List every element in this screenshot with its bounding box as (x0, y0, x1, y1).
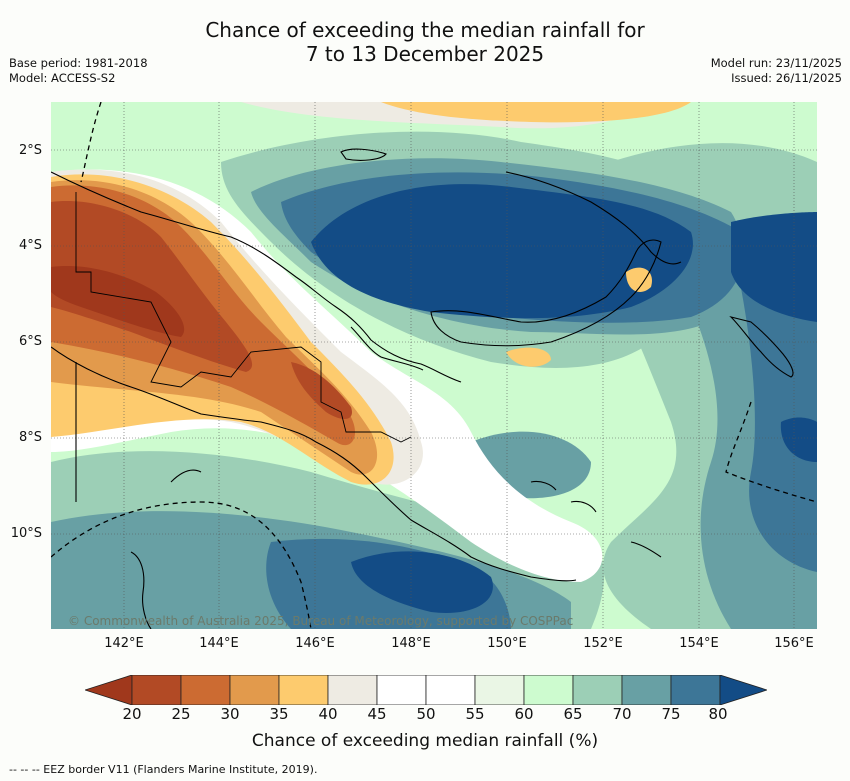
model-name: Model: ACCESS-S2 (9, 71, 116, 85)
meta-right: Model run: 23/11/2025 Issued: 26/11/2025 (711, 56, 842, 86)
colorbar-cell (229, 675, 280, 705)
colorbar-extend-low (85, 675, 133, 705)
lon-label-144e: 144°E (199, 636, 239, 651)
lon-label-142e: 142°E (104, 636, 144, 651)
cbar-tick-50: 50 (416, 705, 436, 723)
colorbar (85, 675, 767, 705)
map-title: Chance of exceeding the median rainfall … (0, 18, 850, 66)
colorbar-cell (572, 675, 623, 705)
coastlines (51, 148, 794, 629)
coast-islands-se (530, 480, 662, 558)
lon-label-152e: 152°E (583, 636, 623, 651)
title-line-1: Chance of exceeding the median rainfall … (205, 18, 645, 42)
gridlines (51, 102, 817, 629)
colorbar-cell (327, 675, 378, 705)
coast-huon (350, 326, 424, 371)
contour-40-top (381, 102, 691, 123)
eez-footnote: -- -- -- EEZ border V11 (Flanders Marine… (9, 763, 318, 776)
coast-new-ireland (505, 171, 682, 265)
cbar-tick-70: 70 (612, 705, 632, 723)
base-period: Base period: 1981-2018 (9, 56, 148, 70)
colorbar-cell (131, 675, 182, 705)
coast-new-guinea-south (51, 346, 577, 582)
cbar-tick-25: 25 (171, 705, 191, 723)
title-line-2: 7 to 13 December 2025 (305, 42, 545, 66)
rainfall-map: © Commonwealth of Australia 2025, Bureau… (51, 102, 817, 629)
colorbar-cell (670, 675, 721, 705)
copyright-text: © Commonwealth of Australia 2025, Bureau… (68, 614, 573, 628)
coast-torres (130, 469, 202, 629)
colorbar-cell (621, 675, 672, 705)
lat-label-6s: 6°S (18, 334, 42, 349)
eez-borders (51, 102, 817, 629)
contour-max-east (731, 212, 817, 322)
colorbar-cell (474, 675, 525, 705)
contour-40-island (626, 267, 652, 292)
cbar-tick-65: 65 (563, 705, 583, 723)
contour-25-b (291, 362, 352, 419)
cbar-tick-60: 60 (514, 705, 534, 723)
contour-25 (51, 201, 253, 372)
lon-label-146e: 146°E (295, 636, 335, 651)
cbar-tick-30: 30 (220, 705, 240, 723)
contour-max-north (311, 184, 693, 319)
lat-label-2s: 2°S (18, 143, 42, 158)
colorbar-cell (278, 675, 329, 705)
cbar-tick-45: 45 (367, 705, 387, 723)
lon-label-156e: 156°E (774, 636, 814, 651)
colorbar-cell (523, 675, 574, 705)
lat-label-10s: 10°S (10, 526, 42, 541)
issued-date: Issued: 26/11/2025 (731, 71, 842, 85)
colorbar-extend-high (719, 675, 767, 705)
lon-label-150e: 150°E (487, 636, 527, 651)
contour-max-coral (351, 551, 493, 613)
map-canvas: © Commonwealth of Australia 2025, Bureau… (51, 102, 817, 629)
contour-max-southeast (780, 417, 817, 462)
coast-new-guinea-north (51, 171, 462, 383)
model-run: Model run: 23/11/2025 (710, 56, 842, 70)
colorbar-cell (376, 675, 427, 705)
lat-label-4s: 4°S (18, 238, 42, 253)
cbar-tick-20: 20 (122, 705, 142, 723)
coast-inland-border (75, 192, 412, 443)
colorbar-label: Chance of exceeding median rainfall (%) (251, 731, 599, 751)
colorbar-cell (180, 675, 231, 705)
lon-label-154e: 154°E (679, 636, 719, 651)
contour-40-bay (506, 347, 551, 367)
lat-label-8s: 8°S (18, 430, 42, 445)
coast-manus (340, 148, 387, 161)
cbar-tick-35: 35 (269, 705, 289, 723)
coast-new-britain (430, 239, 662, 347)
lon-label-148e: 148°E (391, 636, 431, 651)
contour-20 (51, 266, 185, 337)
cbar-tick-75: 75 (661, 705, 681, 723)
colorbar-cell (425, 675, 476, 705)
cbar-tick-55: 55 (465, 705, 485, 723)
meta-left: Base period: 1981-2018 Model: ACCESS-S2 (9, 56, 148, 86)
cbar-tick-40: 40 (318, 705, 338, 723)
cbar-tick-80: 80 (708, 705, 728, 723)
coast-bougainville (729, 315, 794, 378)
